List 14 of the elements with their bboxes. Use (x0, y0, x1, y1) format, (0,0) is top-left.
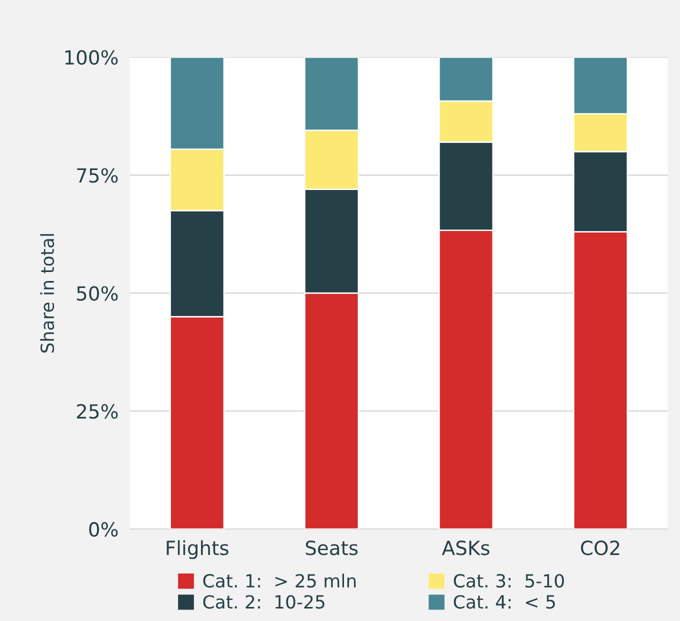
y-tick-label: 50% (77, 286, 118, 301)
x-tick-label: ASKs (442, 540, 490, 556)
y-tick-label: 0% (89, 522, 118, 537)
y-axis-title: Share in total (40, 234, 54, 353)
x-tick-label: CO2 (580, 540, 620, 556)
y-tick-label: 75% (77, 168, 118, 183)
y-tick-label: 100% (65, 50, 118, 65)
legend-label: Cat. 4: < 5 (454, 595, 555, 609)
legend-label: Cat. 2: 10-25 (203, 595, 324, 609)
legend-label: Cat. 3: 5-10 (454, 574, 564, 588)
legend-label: Cat. 1: > 25 mln (203, 574, 356, 588)
y-tick-label: 25% (76, 404, 118, 419)
x-tick-label: Seats (306, 540, 358, 556)
x-tick-label: Flights (166, 540, 228, 560)
